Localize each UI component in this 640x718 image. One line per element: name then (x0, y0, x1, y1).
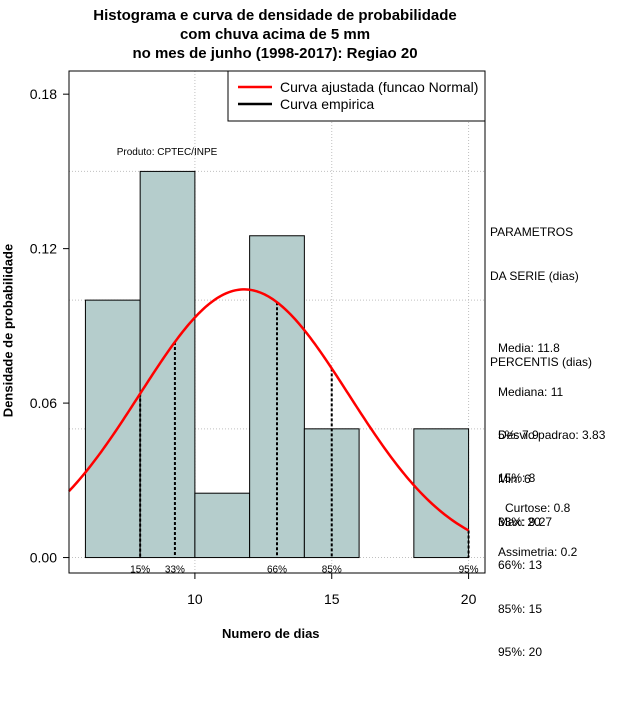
y-tick-label: 0.18 (30, 86, 57, 102)
param-mediana: Mediana: 11 (498, 384, 564, 399)
percentil-85: 85%: 15 (498, 601, 543, 616)
percentile-marker-label: 15% (130, 565, 150, 576)
chart-figure: Histograma e curva de densidade de proba… (0, 7, 606, 659)
legend-box (227, 70, 486, 122)
y-axis-title-wrap: Densidade de probabilidade (0, 244, 16, 417)
parametros-header-1: PARAMETROS (490, 225, 574, 239)
histogram-bar (84, 299, 141, 559)
producer-label: Produto: CPTEC/INPE (117, 147, 218, 158)
histogram-plot: 15% 33% 66% 85% 95% 10 15 20 0.00 0.06 0.12 0.18 Pr… (30, 70, 486, 607)
percentile-marker-label: 66% (267, 565, 287, 576)
chart-title-line-3: no mes de junho (1998-2017): Regiao 20 (132, 45, 418, 62)
histogram-bar (139, 170, 196, 559)
x-tick-label: 10 (187, 591, 203, 607)
histogram-bar (303, 428, 360, 559)
percentile-marker-layer: 15% 33% 66% 85% 95% (130, 302, 479, 576)
histogram-bar (194, 492, 251, 559)
chart-title-line-1: Histograma e curva de densidade de proba… (93, 7, 457, 24)
legend-label-fitted: Curva ajustada (funcao Normal) (280, 79, 478, 95)
y-tick-label: 0.00 (30, 550, 57, 566)
curve-layer (68, 288, 470, 532)
percentil-66: 66%: 13 (498, 558, 543, 572)
percentile-marker-label: 33% (165, 565, 185, 576)
shape-panel: Curtose: 0.8 Assimetria: 0.2 (498, 472, 577, 588)
param-desvio: Desvio padrao: 3.83 (498, 428, 606, 442)
legend-label-empirical: Curva empirica (280, 96, 374, 112)
curtose: Curtose: 0.8 (504, 501, 571, 515)
percentile-marker-label: 95% (459, 565, 479, 576)
percentil-5: 5%: 7.9 (498, 427, 539, 442)
param-media: Media: 11.8 (498, 341, 560, 355)
parametros-header-2: DA SERIE (dias) (490, 268, 579, 283)
percentil-33: 33%: 9.27 (498, 514, 553, 529)
param-max: Max: 20 (498, 515, 541, 529)
percentil-95: 95%: 20 (498, 645, 543, 659)
x-axis-title: Numero de dias (222, 626, 320, 641)
percentis-panel: PERCENTIS (dias) 5%: 7.9 15%: 8 33%: 9.2… (490, 326, 592, 718)
y-tick-label: 0.06 (30, 395, 57, 411)
x-tick-label: 15 (324, 591, 340, 607)
chart-title-line-2: com chuva acima de 5 mm (179, 26, 371, 43)
y-tick-label: 0.12 (30, 241, 57, 257)
param-min: Min: 6 (498, 471, 531, 486)
assimetria: Assimetria: 0.2 (498, 544, 578, 559)
parametros-panel: PARAMETROS DA SERIE (dias) Media: 11.8 M… (490, 196, 605, 588)
percentile-marker-label: 85% (322, 565, 342, 576)
y-axis-title: Densidade de probabilidade (0, 243, 16, 418)
x-tick-label: 20 (461, 591, 477, 607)
bar-layer (84, 170, 470, 559)
percentil-15: 15%: 8 (498, 471, 536, 485)
percentis-header: PERCENTIS (dias) (490, 355, 593, 369)
normal-fit-curve (68, 288, 470, 532)
legend-layer: Curva ajustada (funcao Normal)Curva empi… (227, 70, 486, 122)
